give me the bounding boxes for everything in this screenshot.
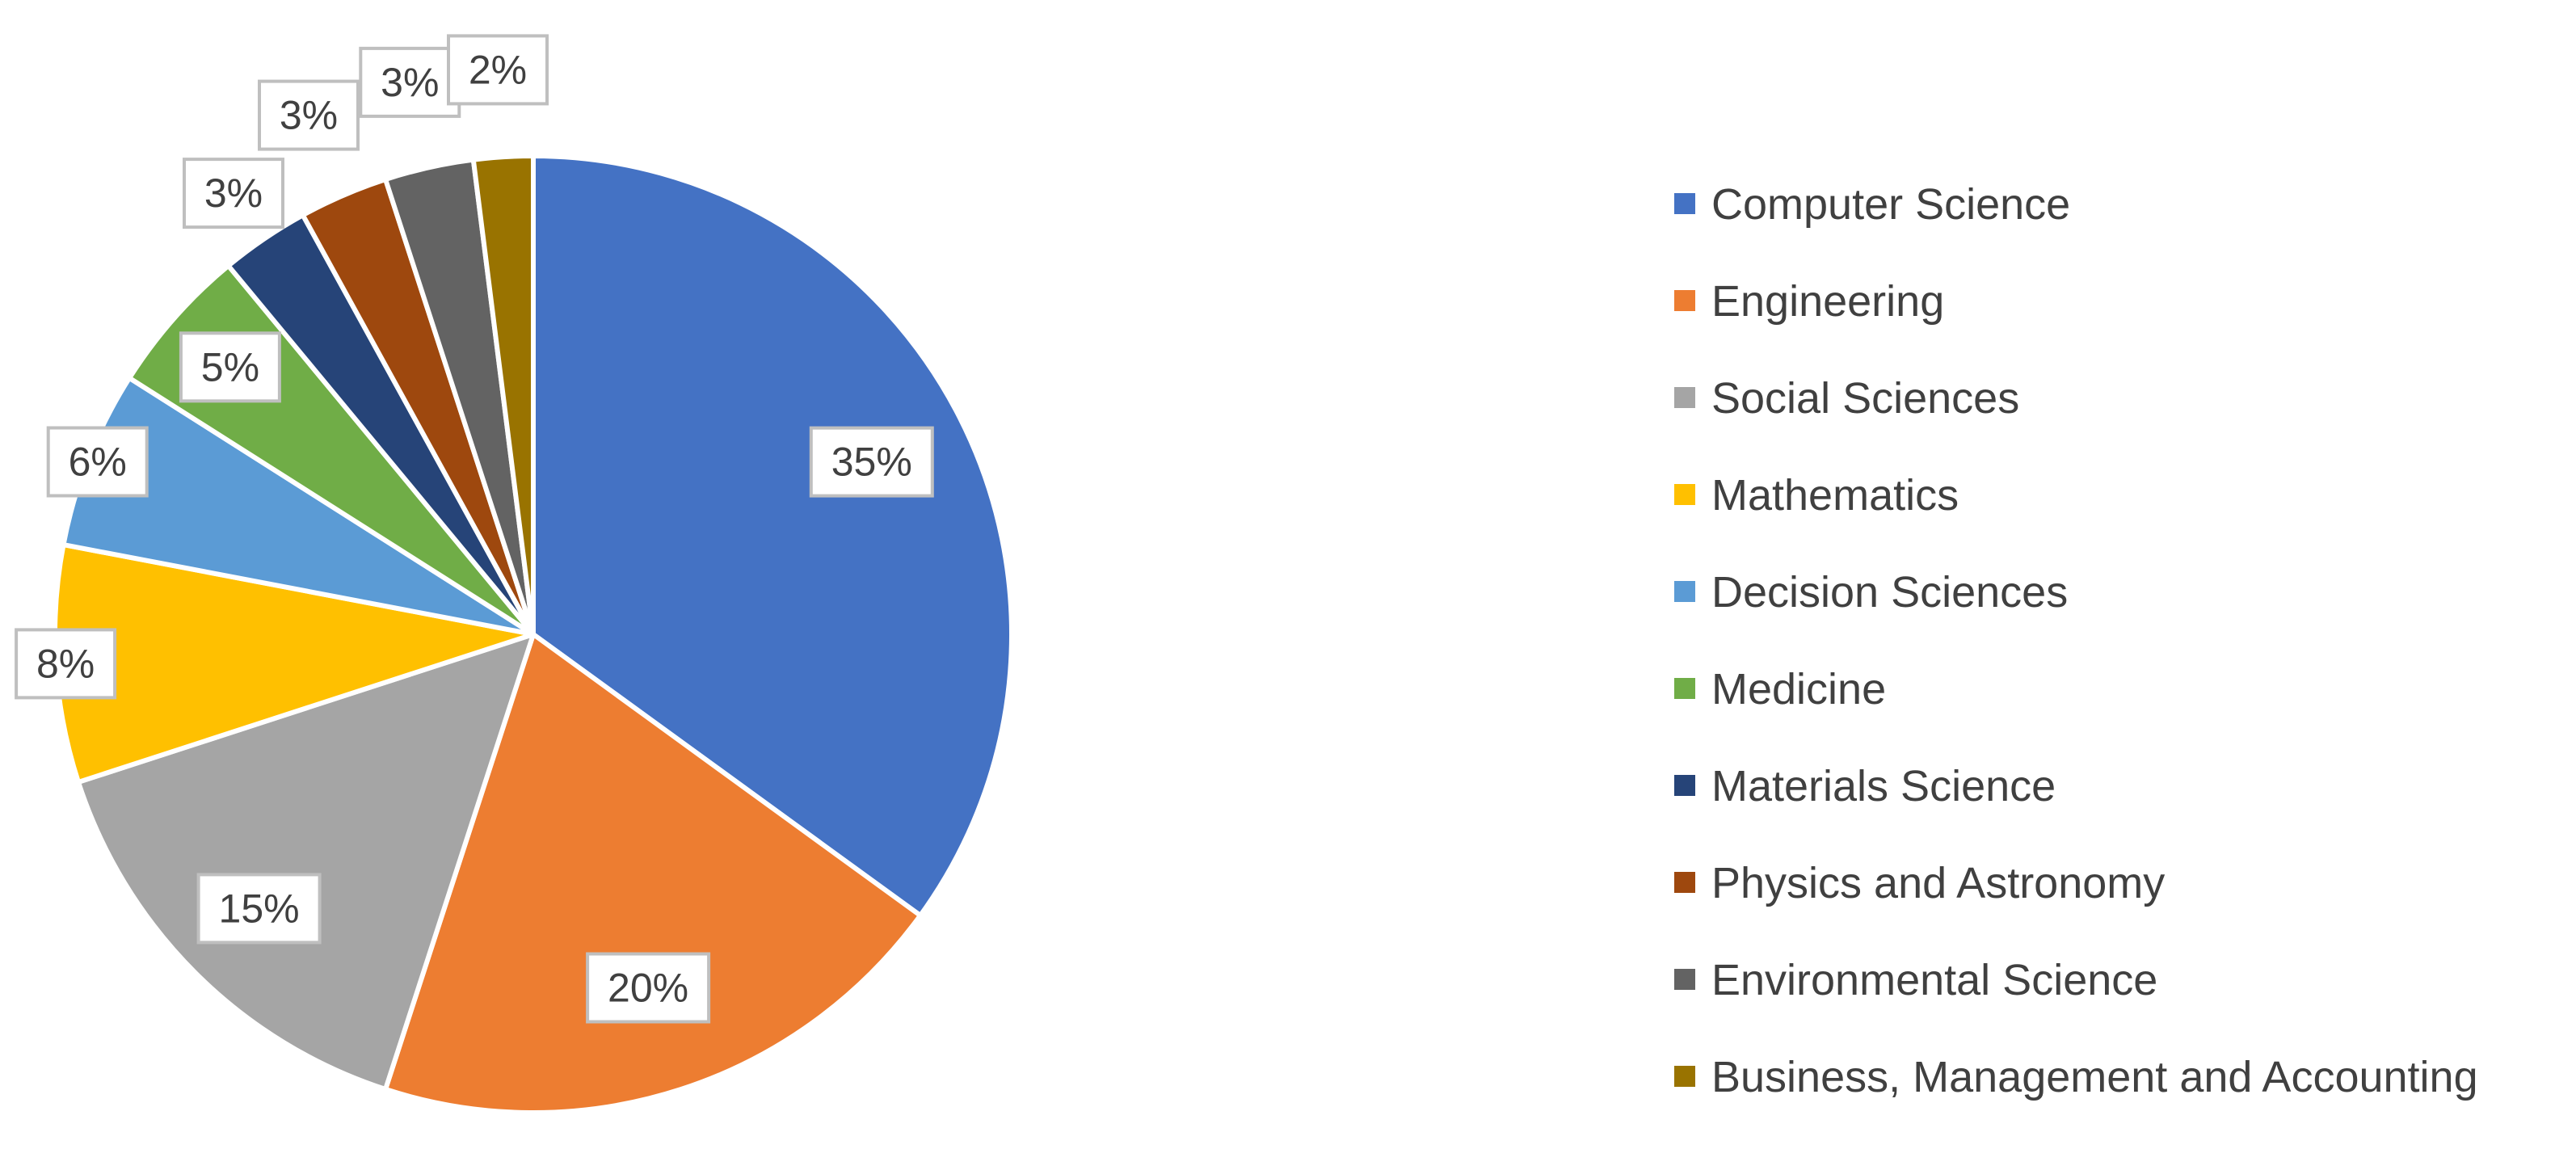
pie-slice-computer-science bbox=[531, 154, 1014, 918]
data-label-text: 8% bbox=[36, 641, 95, 686]
pie-data-labels: 35% 20% 15% 8% 6% 5% 3% 3% 3% 2% bbox=[15, 34, 934, 1024]
legend-item-social-sciences: Social Sciences bbox=[1674, 374, 2019, 423]
legend-item-materials-science: Materials Science bbox=[1674, 762, 2056, 810]
legend-item-environmental-science: Environmental Science bbox=[1674, 956, 2157, 1004]
data-label-box bbox=[196, 873, 322, 945]
data-label-business-management-and-accounting: 2% bbox=[447, 34, 549, 106]
data-label-box bbox=[46, 426, 149, 498]
legend-label: Mathematics bbox=[1711, 471, 1959, 520]
data-label-text: 6% bbox=[69, 440, 127, 485]
legend-label: Medicine bbox=[1711, 665, 1886, 713]
legend-label: Materials Science bbox=[1711, 762, 2056, 810]
data-label-box bbox=[179, 331, 281, 403]
legend-item-decision-sciences: Decision Sciences bbox=[1674, 568, 2068, 617]
data-label-medicine: 5% bbox=[179, 331, 281, 403]
legend-label: Engineering bbox=[1711, 277, 1944, 326]
legend-swatch bbox=[1674, 969, 1695, 990]
data-label-mathematics: 8% bbox=[15, 628, 117, 700]
data-label-physics-and-astronomy: 3% bbox=[258, 79, 360, 151]
legend-label: Decision Sciences bbox=[1711, 568, 2068, 617]
data-label-decision-sciences: 6% bbox=[46, 426, 149, 498]
pie-slices bbox=[53, 154, 1014, 1115]
legend-item-business-management-and-accounting: Business, Management and Accounting bbox=[1674, 1053, 2478, 1101]
data-label-materials-science: 3% bbox=[183, 158, 284, 229]
data-label-text: 2% bbox=[469, 47, 527, 92]
legend-label: Physics and Astronomy bbox=[1711, 859, 2165, 907]
legend-item-physics-and-astronomy: Physics and Astronomy bbox=[1674, 859, 2165, 907]
legend-label: Business, Management and Accounting bbox=[1711, 1053, 2478, 1101]
legend-swatch bbox=[1674, 581, 1695, 602]
legend-swatch bbox=[1674, 678, 1695, 699]
data-label-box bbox=[15, 628, 117, 700]
data-label-engineering: 20% bbox=[586, 952, 711, 1024]
legend-swatch bbox=[1674, 193, 1695, 214]
legend-label: Environmental Science bbox=[1711, 956, 2157, 1004]
legend-item-computer-science: Computer Science bbox=[1674, 180, 2070, 229]
legend-item-medicine: Medicine bbox=[1674, 665, 1886, 713]
pie-slice-business-management-and-accounting bbox=[470, 154, 536, 637]
data-label-text: 3% bbox=[381, 60, 439, 105]
legend-swatch bbox=[1674, 484, 1695, 505]
data-label-box bbox=[258, 79, 360, 151]
data-label-box bbox=[586, 952, 711, 1024]
legend-swatch bbox=[1674, 387, 1695, 408]
legend-label: Computer Science bbox=[1711, 180, 2070, 229]
data-label-box bbox=[809, 426, 934, 498]
data-label-computer-science: 35% bbox=[809, 426, 934, 498]
data-label-text: 3% bbox=[280, 93, 338, 138]
data-label-box bbox=[447, 34, 549, 106]
legend-swatch bbox=[1674, 290, 1695, 311]
data-label-text: 3% bbox=[204, 170, 263, 216]
legend-label: Social Sciences bbox=[1711, 374, 2019, 423]
data-label-text: 20% bbox=[608, 966, 688, 1011]
legend-item-mathematics: Mathematics bbox=[1674, 471, 1959, 520]
legend-swatch bbox=[1674, 872, 1695, 893]
data-label-text: 15% bbox=[219, 886, 300, 931]
data-label-box bbox=[183, 158, 284, 229]
data-label-social-sciences: 15% bbox=[196, 873, 322, 945]
legend-item-engineering: Engineering bbox=[1674, 277, 1944, 326]
data-label-text: 5% bbox=[201, 344, 259, 389]
pie-slice-social-sciences bbox=[75, 632, 536, 1092]
data-label-text: 35% bbox=[831, 440, 912, 485]
legend: Computer Science Engineering Social Scienc… bbox=[1674, 180, 2478, 1101]
legend-swatch bbox=[1674, 1066, 1695, 1087]
pie-slice-engineering bbox=[383, 632, 923, 1115]
data-label-environmental-science: 3% bbox=[359, 46, 461, 118]
legend-swatch bbox=[1674, 775, 1695, 796]
